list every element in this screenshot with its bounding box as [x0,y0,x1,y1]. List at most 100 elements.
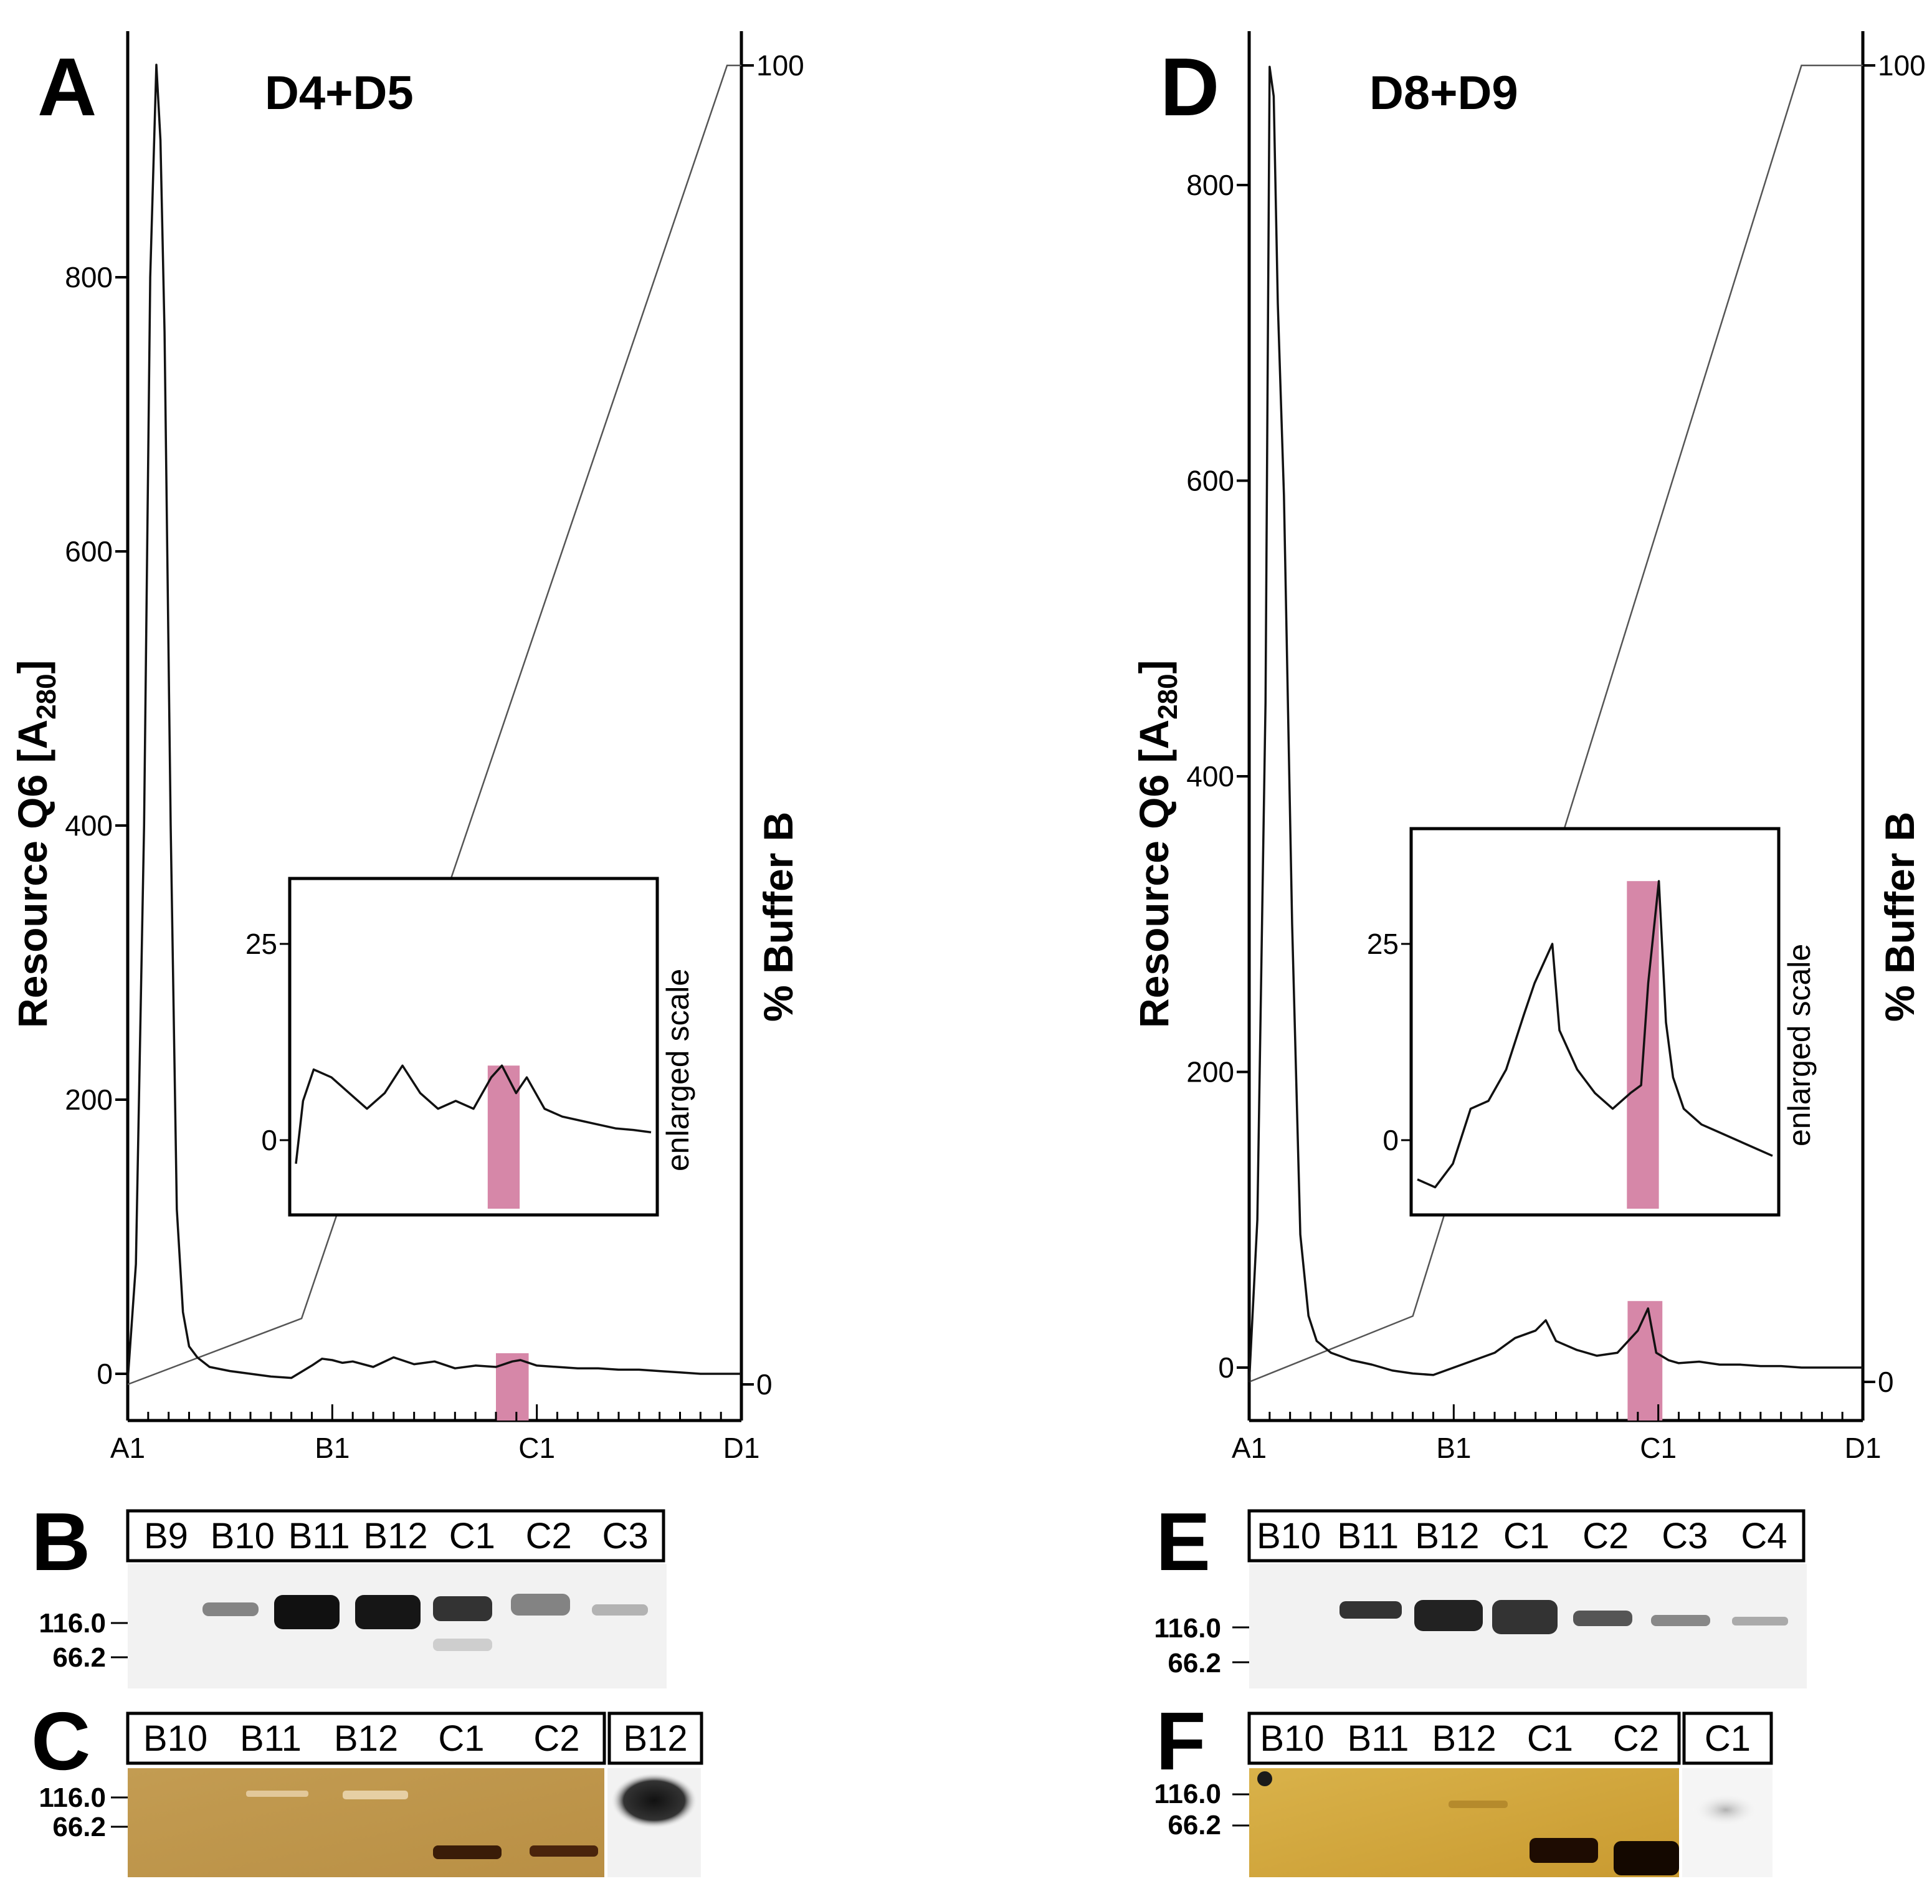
band-f-b12 [1449,1801,1508,1808]
lane-label-b11: B11 [1337,1516,1399,1556]
inset-label: enlarged scale [1782,944,1817,1146]
lane-labels-c: B10 B11 B12 C1 C2 [143,1718,580,1759]
band-e-c4 [1732,1617,1788,1626]
y2-tick-label-100: 100 [1878,49,1926,82]
silver-gel-c [128,1768,604,1877]
band-e-c2 [1573,1611,1632,1626]
y-axis-title-d: Resource Q6 [A280] [1131,660,1183,1028]
x-tick-label-c1: C1 [518,1432,555,1464]
lane-label-b11: B11 [288,1516,350,1556]
marker-label-c-116: 116.0 [39,1783,106,1813]
silver-gel-f [1249,1768,1679,1877]
y2-tick-label-100: 100 [756,49,804,82]
x-tick-label-c1: C1 [1640,1432,1677,1464]
band-c-c2 [530,1845,598,1857]
gel-panel-b: B B9 B10 B11 B12 C1 C2 C3 116.0 66.2 [31,1496,667,1688]
lane-label-c2: C2 [533,1718,579,1759]
gel-panel-e: E B10 B11 B12 C1 C2 C3 C4 116.0 66.2 [1154,1496,1807,1688]
chromatogram-panel-d: D D8+D9 0 200 400 600 800 0 100 A1 B1 C1 D1 0 25 enla… [1131,31,1926,1464]
panel-title-d: D8+D9 [1369,67,1518,120]
lane-label-c1: C1 [1503,1516,1549,1556]
lane-label-c2: C2 [1613,1718,1659,1759]
buffer-b-gradient-line [127,64,741,1386]
panel-title-a: D4+D5 [265,67,414,120]
y-tick-label-600: 600 [65,535,113,568]
band-c-b12 [343,1791,408,1799]
lane-label-c1: C1 [438,1718,484,1759]
band-f-c2 [1614,1841,1679,1875]
lane-label-c-extra: B12 [623,1718,687,1759]
inset-y-tick-label-0: 0 [1382,1124,1399,1156]
a280-trace-line [126,64,741,1381]
lane-label-c1: C1 [1527,1718,1573,1759]
blot-bands-b [202,1594,648,1651]
y-tick-label-800: 800 [65,261,113,293]
x-tick-label-b1: B1 [1436,1432,1471,1464]
band-b-c1-lower [433,1639,492,1651]
lane-header-box-c-extra [607,1711,703,1765]
marker-label-c-66: 66.2 [52,1812,106,1842]
inset-highlight [487,1065,520,1209]
blot-bands-e [1340,1600,1788,1634]
lane-label-b12: B12 [334,1718,398,1759]
inset-label: enlarged scale [660,969,695,1171]
a280-trace-line [1248,65,1863,1383]
band-e-b12 [1414,1600,1483,1631]
lane-label-b9: B9 [144,1516,188,1556]
lane-label-c3: C3 [1662,1516,1708,1556]
gel-bands-c [246,1773,698,1859]
y-tick-label-800: 800 [1186,169,1234,201]
band-b-c3 [592,1604,648,1616]
lane-label-c3: C3 [602,1516,648,1556]
panel-letter-c: C [31,1695,90,1787]
gel-bands-f [1257,1771,1760,1875]
inset-trace-line [295,1064,652,1164]
lane-label-b12: B12 [363,1516,427,1556]
plot-area-d: 0 200 400 600 800 0 100 A1 B1 C1 D1 0 25 enlarged sca… [1186,31,1926,1464]
inset-frame [288,877,659,1217]
marker-label-b-116: 116.0 [39,1608,106,1639]
y-tick-label-0: 0 [97,1358,113,1390]
lane-header-box-b [126,1509,665,1563]
gel-artifact-dot [1257,1771,1272,1786]
inset-y-tick-label-25: 25 [1367,928,1399,960]
inset-frame [1409,827,1781,1217]
gel-panel-f: F B10 B11 B12 C1 C2 C1 116.0 66.2 [1154,1695,1773,1877]
y-tick-label-200: 200 [65,1083,113,1116]
band-b-c2 [511,1594,570,1616]
band-b-c1 [433,1596,492,1621]
band-e-c1 [1492,1600,1558,1634]
inset-enlarged-scale: 0 25 enlarged scale [245,877,695,1217]
x-tick-label-a1: A1 [110,1432,145,1464]
lane-labels-e: B10 B11 B12 C1 C2 C3 C4 [1257,1516,1787,1556]
lane-labels-f: B10 B11 B12 C1 C2 [1260,1718,1659,1759]
y-tick-label-400: 400 [65,809,113,842]
band-f-extra-blot [1692,1792,1760,1827]
lane-label-c2: C2 [526,1516,572,1556]
lane-header-box-e [1247,1509,1806,1563]
band-c-c1 [433,1845,502,1859]
lane-label-b10: B10 [1257,1516,1321,1556]
lane-label-b10: B10 [143,1718,207,1759]
y-tick-label-0: 0 [1218,1351,1234,1384]
y-tick-label-600: 600 [1186,465,1234,497]
plot-area-a: 0 200 400 600 800 0 100 A1 B1 C1 D1 0 25 enlarged sca… [65,31,804,1464]
y2-tick-label-0: 0 [1878,1366,1894,1398]
y2-axis-title-d: % Buffer B [1877,812,1923,1022]
band-b-b11 [274,1595,340,1629]
lane-labels-b: B9 B10 B11 B12 C1 C2 C3 [144,1516,649,1556]
y-axis-title-a: Resource Q6 [A280] [9,660,62,1028]
y-tick-label-200: 200 [1186,1056,1234,1088]
marker-label-e-116: 116.0 [1154,1613,1221,1644]
band-e-c3 [1651,1615,1710,1626]
lane-label-b10: B10 [211,1516,275,1556]
lane-header-box-c [126,1711,606,1765]
band-b-b10 [202,1602,259,1616]
x-tick-label-b1: B1 [315,1432,350,1464]
lane-label-b11: B11 [240,1718,302,1759]
inset-y-tick-label-0: 0 [261,1124,277,1156]
marker-label-f-116: 116.0 [1154,1779,1221,1809]
lane-label-b12: B12 [1432,1718,1496,1759]
gel-panel-c: C B10 B11 B12 C1 C2 B12 116.0 66.2 [31,1695,703,1877]
